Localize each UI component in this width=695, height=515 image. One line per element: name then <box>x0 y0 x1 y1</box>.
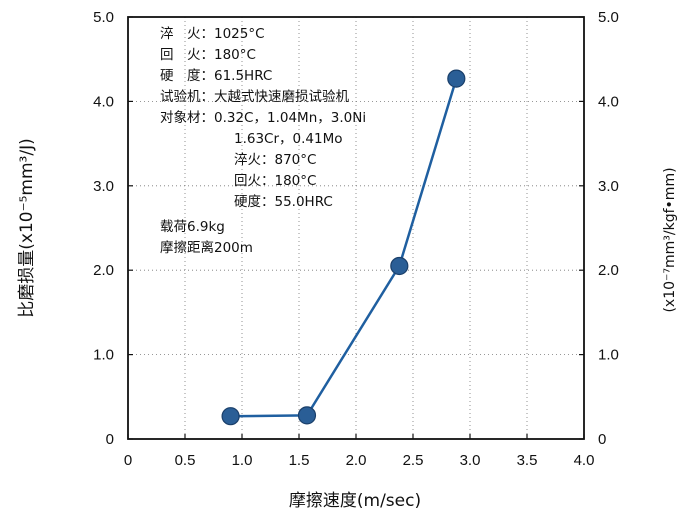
annotation-temper: 回 火：180°C <box>160 47 256 63</box>
data-point <box>390 256 409 276</box>
y-tick-label-left: 0 <box>106 431 114 448</box>
x-tick-label: 3.5 <box>517 452 538 469</box>
y-axis-label-left: 比磨损量(x10⁻⁵mm³/J) <box>17 138 37 317</box>
annotation-counter-material: 对象材：0.32C，1.04Mn，3.0Ni <box>160 110 366 126</box>
annotation-counter-hardness: 硬度：55.0HRC <box>234 194 333 210</box>
x-tick-label: 2.0 <box>346 452 367 469</box>
x-tick-label: 3.0 <box>460 452 481 469</box>
y-tick-label-right: 0 <box>598 431 606 448</box>
x-tick-label: 0 <box>124 452 132 469</box>
annotation-counter-temper: 回火：180°C <box>234 173 316 189</box>
y-tick-label-right: 1.0 <box>598 347 619 364</box>
annotation-counter-quench: 淬火：870°C <box>234 152 316 168</box>
series-line <box>230 78 458 418</box>
grid-lines <box>128 17 584 439</box>
annotation-distance: 摩擦距离200m <box>160 239 253 256</box>
y-tick-label-left: 5.0 <box>93 9 114 26</box>
x-axis-label: 摩擦速度(m/sec) <box>289 491 421 511</box>
y-tick-label-left: 3.0 <box>93 178 114 195</box>
y-tick-label-right: 4.0 <box>598 93 619 110</box>
x-tick-label: 1.0 <box>232 452 253 469</box>
annotation-block: 淬 火：1025°C 回 火：180°C 硬 度：61.5HRC 试验机：大越式… <box>160 26 366 256</box>
y-tick-label-right: 5.0 <box>598 9 619 26</box>
x-tick-label: 2.5 <box>403 452 424 469</box>
y-axis-label-right: (x10⁻⁷mm³/kgf•mm) <box>662 167 678 312</box>
annotation-quench: 淬 火：1025°C <box>160 26 265 42</box>
x-tick-label: 4.0 <box>574 452 595 469</box>
data-points <box>221 69 466 426</box>
x-tick-label: 1.5 <box>289 452 310 469</box>
y-tick-label-left: 2.0 <box>93 262 114 279</box>
data-point <box>447 69 466 88</box>
y-tick-label-right: 2.0 <box>598 262 619 279</box>
y-tick-label-right: 3.0 <box>598 178 619 195</box>
x-tick-label: 0.5 <box>175 452 196 469</box>
annotation-counter-composition: 1.63Cr，0.41Mo <box>234 131 343 147</box>
annotation-load: 载荷6.9kg <box>160 219 225 235</box>
y-tick-label-left: 1.0 <box>93 347 114 364</box>
data-point <box>297 406 317 425</box>
annotation-hardness: 硬 度：61.5HRC <box>160 68 272 84</box>
y-tick-label-left: 4.0 <box>93 93 114 110</box>
annotation-tester: 试验机：大越式快速磨损试验机 <box>160 89 349 105</box>
axis-ticks: 0 0.5 1.0 1.5 2.0 2.5 3.0 3.5 4.001.02.03.04.05.… <box>93 9 619 469</box>
data-point <box>221 407 240 426</box>
